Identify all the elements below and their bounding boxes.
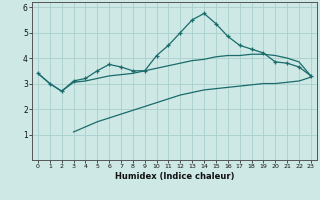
X-axis label: Humidex (Indice chaleur): Humidex (Indice chaleur) — [115, 172, 234, 181]
